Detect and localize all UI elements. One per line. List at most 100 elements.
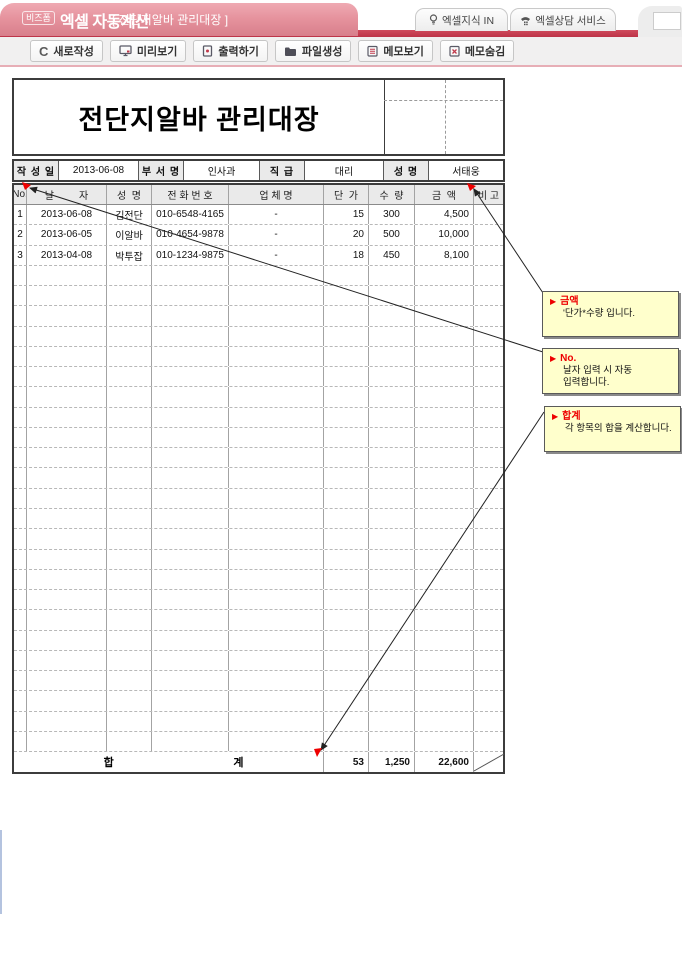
cell-amount[interactable]: [415, 711, 474, 731]
cell-company[interactable]: [229, 265, 324, 286]
cell-no[interactable]: 2: [14, 225, 27, 245]
cell-amount[interactable]: [415, 508, 474, 529]
cell-no[interactable]: [14, 286, 27, 306]
cell-company[interactable]: [229, 367, 324, 387]
cell-no[interactable]: [14, 630, 27, 650]
cell-date[interactable]: [27, 508, 107, 529]
cell-company[interactable]: [229, 691, 324, 711]
cell-price[interactable]: [324, 468, 369, 488]
cell-date[interactable]: [27, 306, 107, 326]
cell-phone[interactable]: [152, 427, 229, 448]
cell-phone[interactable]: [152, 691, 229, 711]
cell-amount[interactable]: [415, 650, 474, 671]
cell-note[interactable]: [474, 590, 503, 609]
cell-date[interactable]: [27, 326, 107, 346]
cell-phone[interactable]: [152, 529, 229, 549]
cell-price[interactable]: [324, 387, 369, 407]
show-memo-button[interactable]: 메모보기: [358, 40, 433, 62]
cell-qty[interactable]: [369, 468, 415, 488]
print-button[interactable]: 출력하기: [193, 40, 268, 62]
cell-no[interactable]: [14, 326, 27, 346]
cell-note[interactable]: [474, 246, 503, 265]
cell-amount[interactable]: [415, 427, 474, 448]
cell-phone[interactable]: [152, 711, 229, 731]
cell-date[interactable]: [27, 346, 107, 367]
cell-qty[interactable]: [369, 508, 415, 529]
cell-name[interactable]: [107, 650, 152, 671]
cell-no[interactable]: [14, 387, 27, 407]
cell-amount[interactable]: [415, 468, 474, 488]
cell-date[interactable]: [27, 630, 107, 650]
cell-company[interactable]: [229, 468, 324, 488]
cell-note[interactable]: [474, 327, 503, 346]
cell-company[interactable]: -: [229, 205, 324, 225]
cell-amount[interactable]: [415, 326, 474, 346]
cell-amount[interactable]: [415, 731, 474, 752]
cell-phone[interactable]: [152, 488, 229, 508]
cell-note[interactable]: [474, 651, 503, 670]
cell-phone[interactable]: [152, 650, 229, 671]
cell-note[interactable]: [474, 225, 503, 244]
cell-qty[interactable]: [369, 671, 415, 691]
cell-name[interactable]: [107, 711, 152, 731]
cell-name[interactable]: [107, 549, 152, 569]
cell-date[interactable]: [27, 610, 107, 630]
cell-qty[interactable]: [369, 306, 415, 326]
cell-name[interactable]: [107, 427, 152, 448]
cell-phone[interactable]: [152, 590, 229, 610]
cell-date[interactable]: [27, 387, 107, 407]
cell-name[interactable]: [107, 590, 152, 610]
cell-phone[interactable]: [152, 508, 229, 529]
cell-qty[interactable]: [369, 265, 415, 286]
cell-date[interactable]: [27, 590, 107, 610]
cell-no[interactable]: [14, 569, 27, 590]
cell-price[interactable]: [324, 569, 369, 590]
cell-note[interactable]: [474, 286, 503, 305]
cell-price[interactable]: [324, 731, 369, 752]
cell-phone[interactable]: [152, 671, 229, 691]
cell-amount[interactable]: [415, 549, 474, 569]
cell-price[interactable]: [324, 650, 369, 671]
cell-company[interactable]: -: [229, 225, 324, 245]
cell-no[interactable]: [14, 590, 27, 610]
cell-amount[interactable]: [415, 610, 474, 630]
cell-date[interactable]: [27, 286, 107, 306]
cell-company[interactable]: [229, 671, 324, 691]
cell-company[interactable]: [229, 529, 324, 549]
cell-phone[interactable]: [152, 265, 229, 286]
cell-note[interactable]: [474, 570, 503, 589]
cell-company[interactable]: [229, 306, 324, 326]
cell-company[interactable]: [229, 286, 324, 306]
cell-note[interactable]: [474, 691, 503, 710]
cell-name[interactable]: [107, 508, 152, 529]
cell-qty[interactable]: [369, 691, 415, 711]
cell-date[interactable]: [27, 448, 107, 468]
hide-memo-button[interactable]: 메모숨김: [439, 40, 515, 62]
cell-name[interactable]: [107, 569, 152, 590]
cell-date[interactable]: 2013-06-08: [27, 205, 107, 225]
cell-company[interactable]: [229, 610, 324, 630]
cell-phone[interactable]: 010-1234-9875: [152, 245, 229, 265]
field-department[interactable]: 인사과: [184, 161, 260, 180]
cell-price[interactable]: [324, 630, 369, 650]
cell-price[interactable]: [324, 671, 369, 691]
cell-amount[interactable]: [415, 488, 474, 508]
create-file-button[interactable]: 파일생성: [274, 40, 352, 62]
cell-note[interactable]: [474, 610, 503, 629]
cell-amount[interactable]: [415, 265, 474, 286]
cell-phone[interactable]: 010-6548-4165: [152, 205, 229, 225]
cell-qty[interactable]: [369, 448, 415, 468]
cell-note[interactable]: [474, 509, 503, 528]
cell-no[interactable]: [14, 549, 27, 569]
cell-no[interactable]: [14, 306, 27, 326]
cell-date[interactable]: [27, 407, 107, 427]
cell-qty[interactable]: [369, 590, 415, 610]
cell-qty[interactable]: [369, 367, 415, 387]
cell-price[interactable]: [324, 407, 369, 427]
cell-no[interactable]: [14, 427, 27, 448]
cell-no[interactable]: [14, 468, 27, 488]
cell-qty[interactable]: [369, 488, 415, 508]
cell-company[interactable]: [229, 569, 324, 590]
cell-amount[interactable]: [415, 286, 474, 306]
cell-no[interactable]: [14, 610, 27, 630]
